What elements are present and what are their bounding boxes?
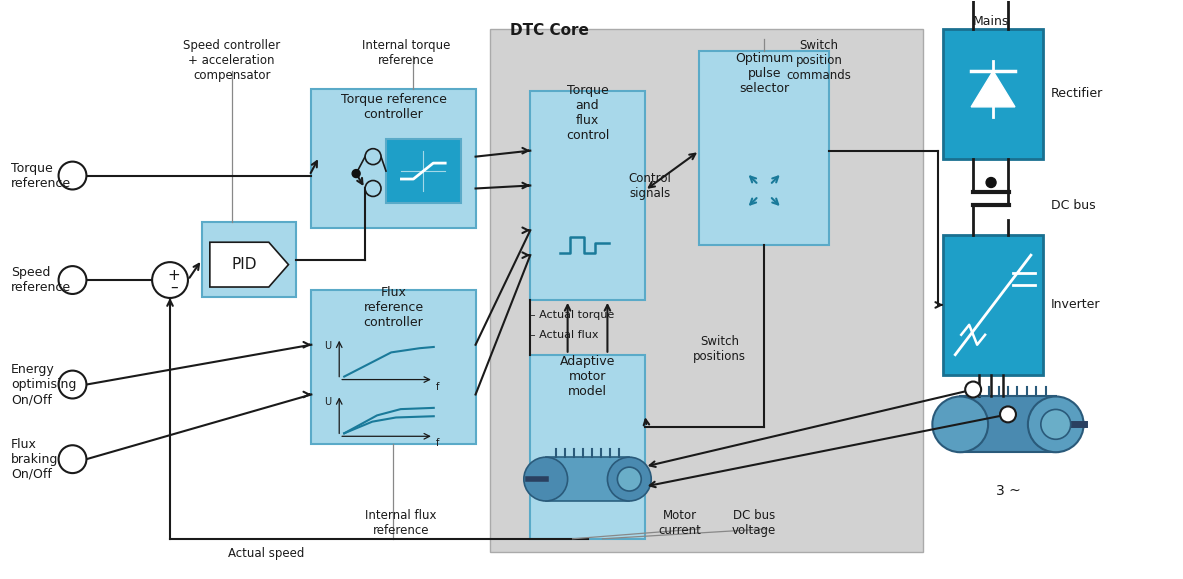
Text: Control
signals: Control signals: [628, 171, 671, 200]
Circle shape: [59, 162, 86, 189]
Text: Flux
reference
controller: Flux reference controller: [363, 287, 424, 329]
Text: – Actual torque: – Actual torque: [530, 310, 614, 320]
Text: Flux
braking
On/Off: Flux braking On/Off: [11, 438, 58, 481]
Text: Actual speed: Actual speed: [228, 547, 305, 560]
Circle shape: [1041, 409, 1071, 439]
Polygon shape: [971, 71, 1015, 107]
Text: PID: PID: [232, 257, 257, 272]
Text: – Actual flux: – Actual flux: [530, 330, 599, 340]
FancyBboxPatch shape: [699, 51, 829, 245]
Text: Speed
reference: Speed reference: [11, 266, 71, 294]
FancyBboxPatch shape: [311, 89, 476, 228]
Circle shape: [59, 266, 86, 294]
Text: Rectifier: Rectifier: [1051, 87, 1103, 100]
Circle shape: [932, 397, 988, 452]
Text: DC bus
voltage: DC bus voltage: [732, 509, 776, 537]
Circle shape: [607, 457, 651, 501]
Circle shape: [366, 149, 381, 164]
FancyBboxPatch shape: [943, 30, 1043, 159]
Text: Energy
optimising
On/Off: Energy optimising On/Off: [11, 363, 76, 406]
Text: U: U: [324, 397, 331, 408]
Circle shape: [1000, 406, 1016, 422]
FancyBboxPatch shape: [386, 139, 460, 203]
Text: Torque reference
controller: Torque reference controller: [341, 93, 446, 121]
Text: Switch
position
commands: Switch position commands: [787, 39, 852, 82]
Text: Mains: Mains: [972, 15, 1009, 28]
Text: Torque
and
flux
control: Torque and flux control: [565, 84, 609, 142]
Text: –: –: [170, 280, 177, 295]
FancyBboxPatch shape: [530, 355, 645, 539]
Text: Internal torque
reference: Internal torque reference: [362, 39, 450, 67]
Text: 3 ~: 3 ~: [996, 484, 1021, 498]
Circle shape: [1028, 397, 1084, 452]
Text: Adaptive
motor
model: Adaptive motor model: [560, 355, 615, 398]
Text: Speed controller
+ acceleration
compensator: Speed controller + acceleration compensa…: [183, 39, 280, 82]
Text: DC bus: DC bus: [1051, 199, 1095, 212]
Text: f: f: [435, 438, 439, 448]
Circle shape: [524, 457, 568, 501]
FancyBboxPatch shape: [311, 290, 476, 444]
FancyBboxPatch shape: [202, 222, 297, 297]
Circle shape: [965, 382, 981, 397]
FancyBboxPatch shape: [961, 397, 1055, 452]
Text: Motor
current: Motor current: [658, 509, 702, 537]
Circle shape: [618, 467, 641, 491]
Text: Inverter: Inverter: [1051, 298, 1100, 312]
Circle shape: [366, 181, 381, 196]
Text: Optimum
pulse
selector: Optimum pulse selector: [735, 52, 794, 94]
FancyBboxPatch shape: [491, 30, 924, 552]
Circle shape: [987, 178, 996, 188]
FancyBboxPatch shape: [545, 457, 629, 501]
Text: f: f: [435, 382, 439, 391]
Circle shape: [153, 262, 188, 298]
Text: U: U: [324, 341, 331, 351]
Text: DTC Core: DTC Core: [510, 23, 589, 38]
Polygon shape: [209, 242, 289, 287]
Text: Torque
reference: Torque reference: [11, 162, 71, 189]
FancyBboxPatch shape: [530, 91, 645, 300]
Text: Internal flux
reference: Internal flux reference: [366, 509, 437, 537]
Circle shape: [59, 371, 86, 398]
Text: Switch
positions: Switch positions: [693, 335, 746, 363]
Text: +: +: [168, 267, 180, 283]
Circle shape: [353, 170, 360, 178]
FancyBboxPatch shape: [943, 235, 1043, 375]
Circle shape: [59, 445, 86, 473]
